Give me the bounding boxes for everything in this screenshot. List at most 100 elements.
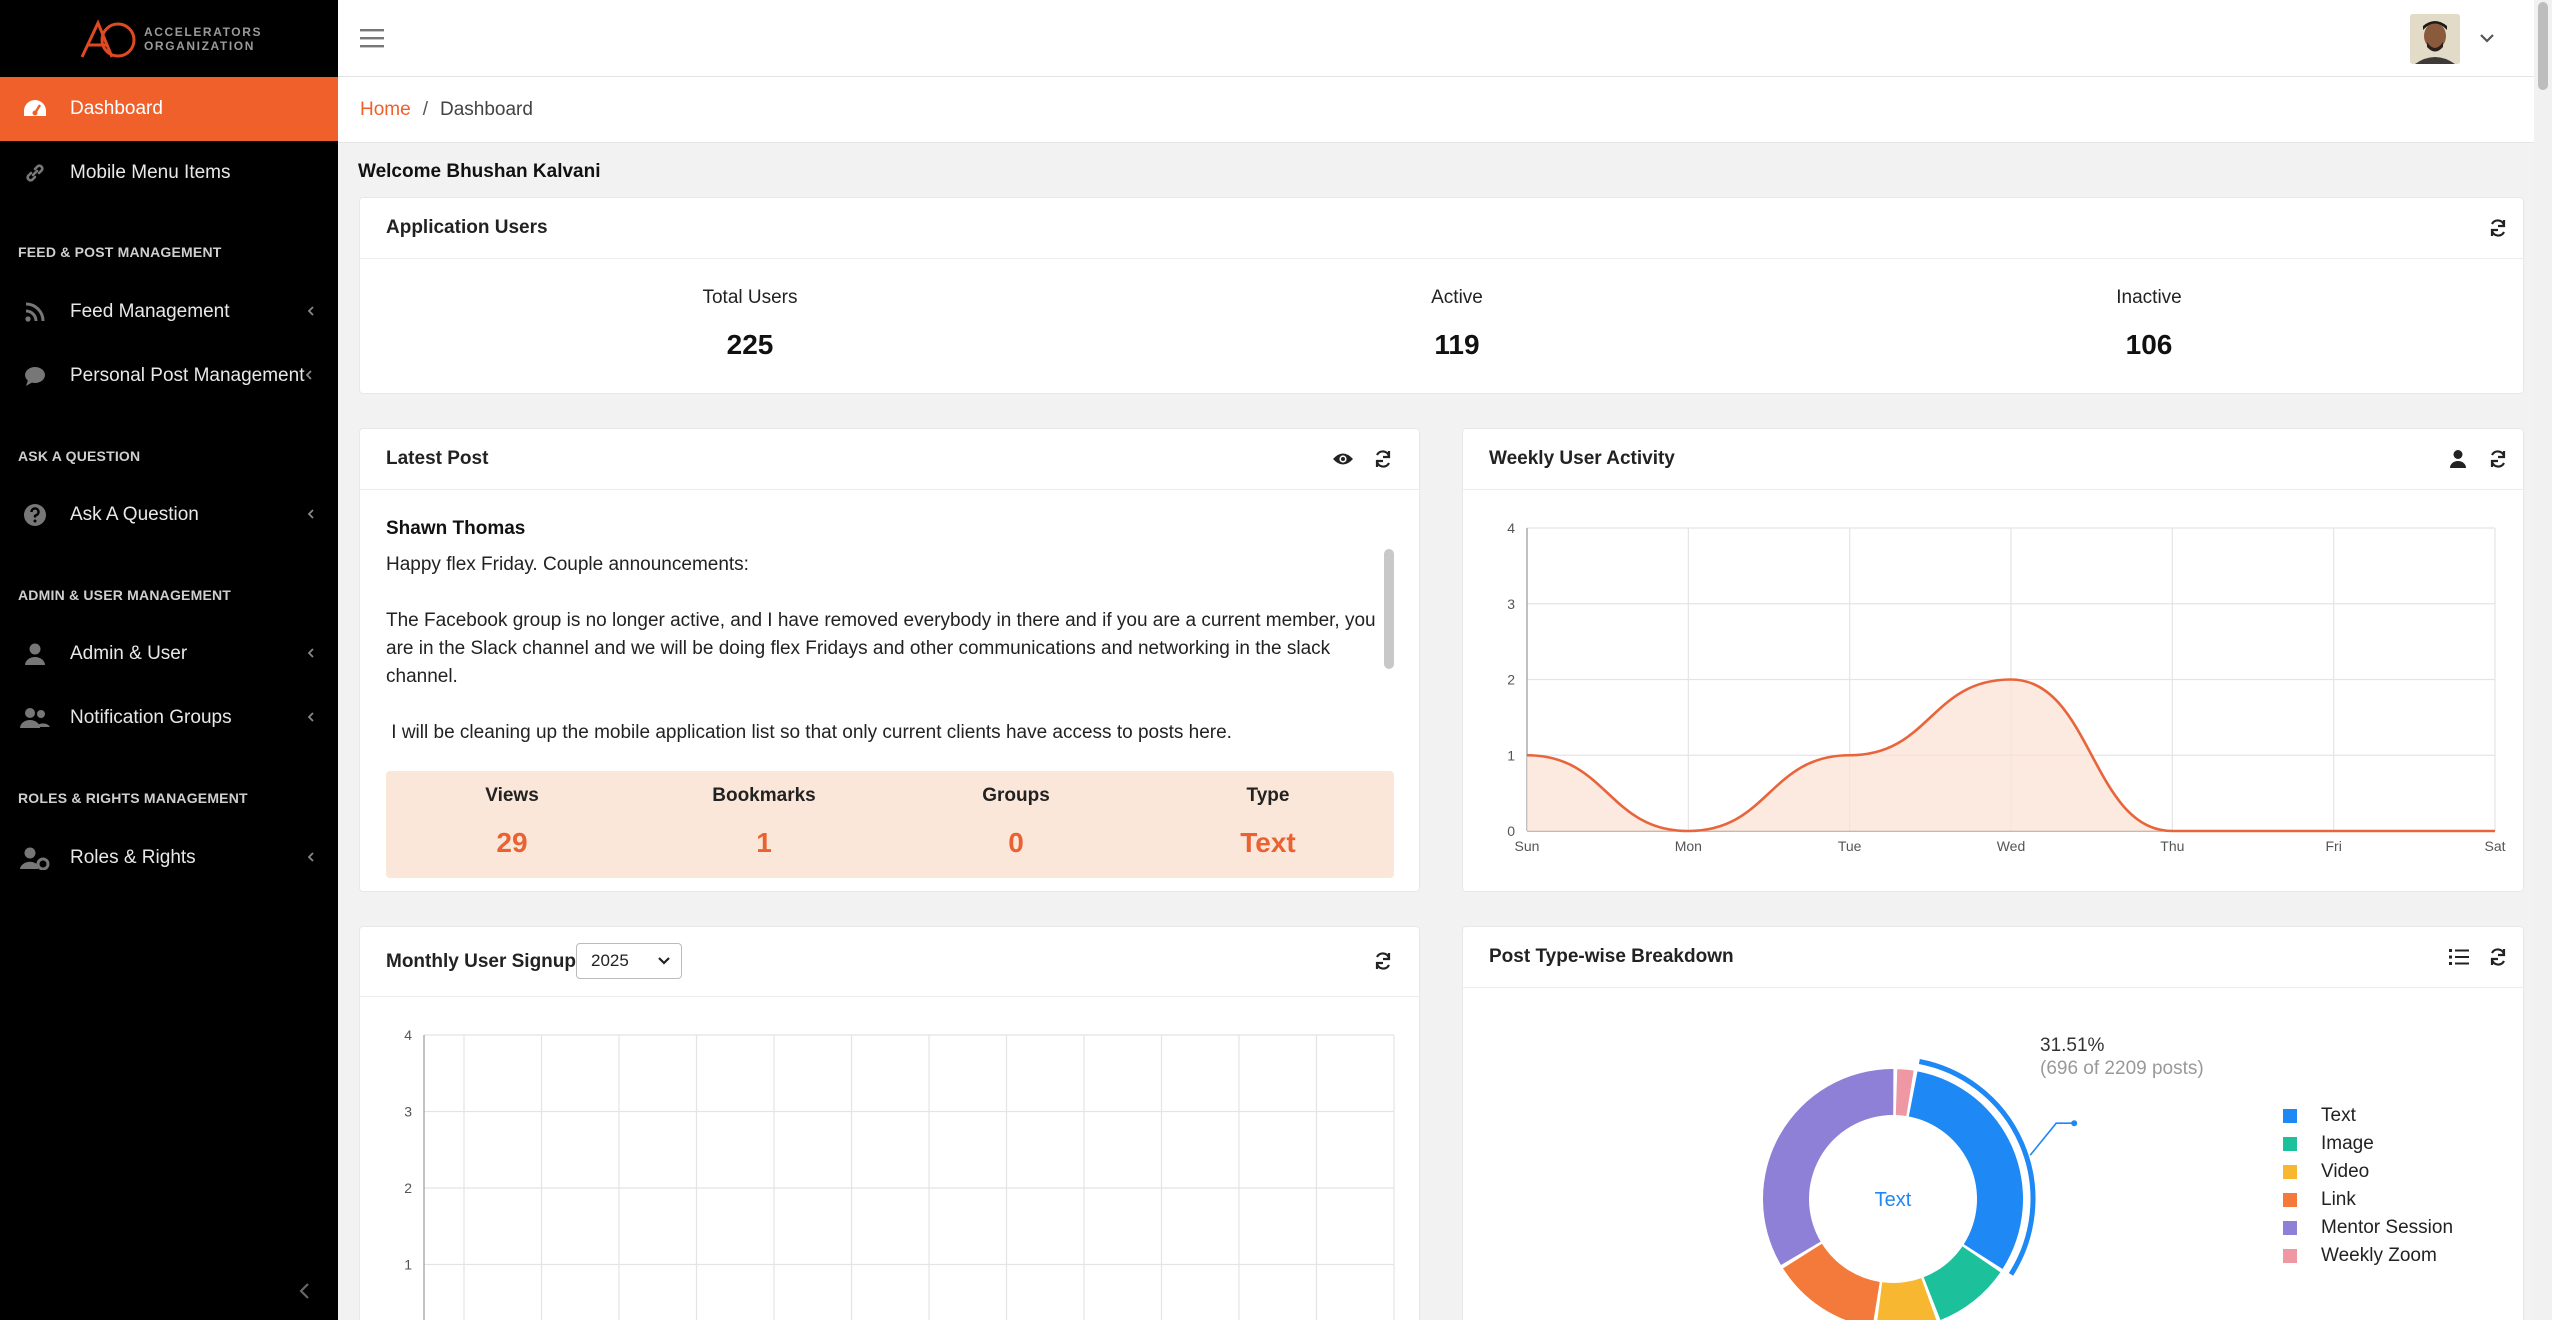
legend-swatch <box>2283 1137 2297 1151</box>
post-paragraph: I will be cleaning up the mobile applica… <box>386 722 1232 743</box>
legend-item[interactable]: Link <box>2283 1186 2453 1214</box>
chevron-left-icon <box>305 370 312 380</box>
legend-item[interactable]: Image <box>2283 1130 2453 1158</box>
legend-swatch <box>2283 1221 2297 1235</box>
y-tick-label: 1 <box>404 1257 412 1273</box>
breadcrumb: Home / Dashboard <box>338 77 2552 143</box>
user-icon <box>18 637 52 671</box>
callout-detail: (696 of 2209 posts) <box>2040 1058 2204 1079</box>
section-feed-post: FEED & POST MANAGEMENT <box>18 244 222 260</box>
y-tick-label: 1 <box>1507 747 1515 763</box>
series-line <box>1526 678 2495 833</box>
chevron-down-icon[interactable] <box>2478 31 2496 45</box>
weekly-activity-chart: 0 1 2 3 4 Sun Mon Tue Wed Thu Fri Sat <box>1507 520 2505 854</box>
rss-icon <box>18 295 52 329</box>
sidebar-item-label: Roles & Rights <box>70 847 196 868</box>
user-icon[interactable] <box>2449 449 2467 469</box>
sidebar-item-personal-post[interactable]: Personal Post Management <box>0 344 338 408</box>
brand-logo[interactable]: ACCELERATORS ORGANIZATION <box>0 0 338 77</box>
card-header: Weekly User Activity <box>1463 429 2523 490</box>
x-tick-label: Fri <box>2326 838 2342 854</box>
user-photo-icon <box>2410 14 2460 64</box>
ao-logo-icon <box>80 18 136 58</box>
refresh-icon[interactable] <box>2488 947 2508 967</box>
sidebar-item-label: Notification Groups <box>70 707 232 728</box>
post-stat-label: Type <box>1246 785 1290 806</box>
post-stat-value: 1 <box>756 827 772 858</box>
page-scrollbar[interactable] <box>2534 0 2552 1320</box>
weekly-activity-card: Weekly User Activity 0 1 2 3 4 Sun Mon Tue Wed Th… <box>1462 428 2524 892</box>
post-body: Happy flex Friday. Couple announcements:… <box>386 551 1376 775</box>
breadcrumb-current: Dashboard <box>439 98 533 120</box>
legend-item[interactable]: Mentor Session <box>2283 1214 2453 1242</box>
post-paragraph: Happy flex Friday. Couple announcements: <box>386 554 749 575</box>
y-tick-label: 3 <box>404 1104 412 1120</box>
chevron-down-icon <box>658 957 670 965</box>
post-stat-label: Views <box>485 785 539 806</box>
legend-label: Image <box>2321 1133 2374 1154</box>
link-icon <box>18 156 52 190</box>
sidebar-item-ask-question[interactable]: Ask A Question <box>0 483 338 547</box>
legend-swatch <box>2283 1193 2297 1207</box>
stat-inactive-users: Inactive 106 <box>1999 287 2299 361</box>
legend-swatch <box>2283 1109 2297 1123</box>
breadcrumb-separator: / <box>422 98 428 120</box>
post-scrollbar[interactable] <box>1384 549 1394 669</box>
chevron-left-icon <box>307 648 314 658</box>
eye-icon[interactable] <box>1332 451 1354 467</box>
legend-label: Mentor Session <box>2321 1217 2454 1238</box>
post-stats: Views 29 Bookmarks 1 Groups 0 Type Text <box>386 771 1394 878</box>
card-header: Monthly User Signups 2025 <box>360 927 1419 997</box>
donut-center-label: Text <box>1875 1189 1912 1211</box>
card-header: Latest Post <box>360 429 1419 490</box>
chart-legend: Text Image Video Link Mentor Session Weekly Z… <box>2283 1102 2453 1270</box>
y-tick-label: 3 <box>1507 596 1515 612</box>
sidebar-item-mobile-menu[interactable]: Mobile Menu Items <box>0 141 338 205</box>
post-stat-label: Groups <box>982 785 1050 806</box>
sidebar-item-label: Personal Post Management <box>70 365 305 386</box>
year-select-value: 2025 <box>591 951 629 970</box>
sidebar-collapse-icon[interactable] <box>297 1280 313 1302</box>
x-tick-label: Mon <box>1675 838 1702 854</box>
sidebar-item-roles-rights[interactable]: Roles & Rights <box>0 826 338 890</box>
x-tick-label: Sun <box>1515 838 1540 854</box>
callout-percentage: 31.51% <box>2040 1035 2105 1056</box>
legend-item[interactable]: Video <box>2283 1158 2453 1186</box>
list-icon[interactable] <box>2449 948 2469 966</box>
monthly-signups-chart: 1 2 3 4 <box>404 1027 1395 1320</box>
refresh-icon[interactable] <box>2488 449 2508 469</box>
sidebar-item-feed-management[interactable]: Feed Management <box>0 280 338 344</box>
stat-value: 106 <box>2125 329 2173 360</box>
sidebar-item-label: Admin & User <box>70 643 188 664</box>
sidebar-item-label: Feed Management <box>70 301 230 322</box>
sidebar-item-admin-user[interactable]: Admin & User <box>0 622 338 686</box>
y-tick-label: 4 <box>1507 520 1515 536</box>
year-select[interactable]: 2025 <box>576 943 682 979</box>
section-admin-user: ADMIN & USER MANAGEMENT <box>18 587 232 603</box>
sidebar-item-notification-groups[interactable]: Notification Groups <box>0 686 338 750</box>
legend-label: Weekly Zoom <box>2321 1245 2437 1266</box>
post-breakdown-chart: Text 31.51%(696 of 2209 posts) <box>1763 1035 2204 1320</box>
legend-item[interactable]: Weekly Zoom <box>2283 1242 2453 1270</box>
legend-swatch <box>2283 1249 2297 1263</box>
legend-item[interactable]: Text <box>2283 1102 2453 1130</box>
sidebar-item-label: Mobile Menu Items <box>70 162 231 183</box>
y-tick-label: 0 <box>1507 823 1515 839</box>
post-stat-value: 0 <box>1008 827 1024 858</box>
refresh-icon[interactable] <box>1373 449 1393 469</box>
x-tick-label: Tue <box>1838 838 1862 854</box>
post-stat-bookmarks: Bookmarks 1 <box>638 771 890 878</box>
comment-icon <box>18 359 52 393</box>
avatar[interactable] <box>2410 14 2460 64</box>
donut-slice-image <box>1923 1246 2001 1320</box>
post-author: Shawn Thomas <box>386 518 526 539</box>
sidebar-item-dashboard[interactable]: Dashboard <box>0 77 338 141</box>
refresh-icon[interactable] <box>2488 218 2508 238</box>
hamburger-menu-icon[interactable] <box>360 28 384 48</box>
page-scrollbar-thumb[interactable] <box>2538 2 2548 90</box>
sidebar-item-label: Ask A Question <box>70 504 199 525</box>
section-roles-rights: ROLES & RIGHTS MANAGEMENT <box>18 790 248 806</box>
legend-swatch <box>2283 1165 2297 1179</box>
refresh-icon[interactable] <box>1373 951 1393 971</box>
breadcrumb-home-link[interactable]: Home <box>360 98 411 120</box>
